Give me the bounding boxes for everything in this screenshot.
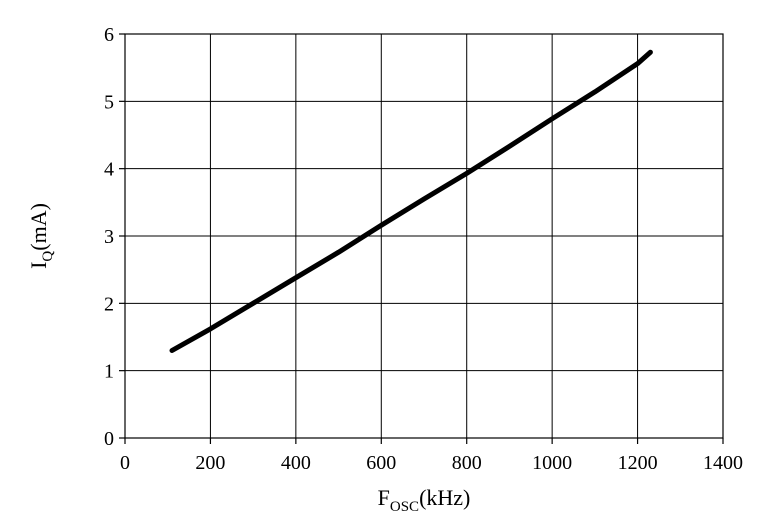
y-axis-title: IQ(mA) [26,203,56,269]
y-tick-label-6: 6 [104,24,114,46]
x-tick-label-7: 1400 [703,452,743,474]
y-tick-label-0: 0 [104,428,114,450]
y-tick-label-5: 5 [104,91,114,113]
y-tick-label-4: 4 [104,159,114,181]
x-axis-title-rest: (kHz) [419,485,470,510]
x-tick-labels: 0 200 400 600 800 1000 1200 1400 [120,452,743,474]
y-tick-label-1: 1 [104,361,114,383]
x-axis-title-main: F [378,485,390,510]
x-tick-label-4: 800 [452,452,482,474]
x-tick-label-3: 600 [366,452,396,474]
axis-ticks [119,33,724,444]
x-tick-label-2: 400 [281,452,311,474]
chart-grid [124,33,724,439]
x-axis-title: FOSC(kHz) [378,485,471,515]
series-group [169,49,653,353]
y-axis-title-main: I [26,262,51,269]
x-tick-label-5: 1000 [532,452,572,474]
x-tick-label-1: 200 [195,452,225,474]
series-line-0 [169,49,653,353]
x-tick-label-0: 0 [120,452,130,474]
y-tick-labels: 0 1 2 3 4 5 6 [104,24,114,450]
y-tick-label-3: 3 [104,226,114,248]
y-axis-title-sub: Q [40,251,56,262]
x-axis-title-sub: OSC [390,499,419,515]
y-axis-title-rest: (mA) [26,203,51,251]
y-tick-label-2: 2 [104,293,114,315]
x-tick-label-6: 1200 [618,452,658,474]
